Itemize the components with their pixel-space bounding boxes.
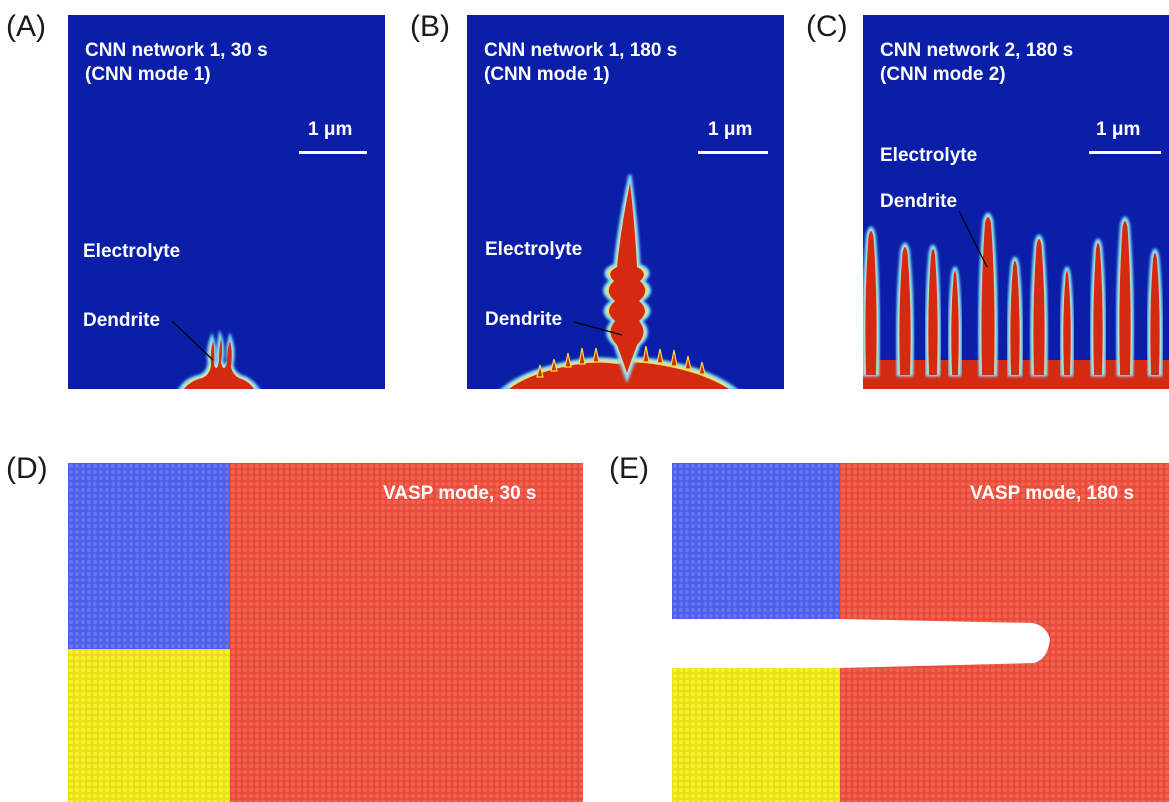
panel-letter-d: (D) <box>6 452 48 485</box>
dendrite-shape-a <box>178 329 260 389</box>
red-region-d <box>230 463 583 802</box>
panel-b-dendrite-label: Dendrite <box>485 309 563 330</box>
panel-c-electrolyte-label: Electrolyte <box>880 145 978 166</box>
panel-b-dendrite-graphic <box>500 174 738 389</box>
panel-c-title-line1: CNN network 2, 180 s <box>880 40 1074 61</box>
panel-c-scale-label: 1 μm <box>1096 119 1141 140</box>
dendrite-column-c-10 <box>1150 253 1160 375</box>
panel-a-title-line1: CNN network 1, 30 s <box>85 40 268 61</box>
panel-a-scale-bar <box>299 151 367 154</box>
panel-a-dendrite-graphic <box>171 320 260 389</box>
panel-d-atom-graphic <box>68 463 583 802</box>
panel-b-scale-bar <box>698 151 768 154</box>
panel-b-electrolyte-label: Electrolyte <box>485 239 583 260</box>
panel-c-title-line2: (CNN mode 2) <box>880 64 1006 85</box>
panel-a-scale-label: 1 μm <box>308 119 353 140</box>
panel-a-dendrite-label: Dendrite <box>83 310 161 331</box>
dendrite-column-c-1 <box>899 247 911 375</box>
dendrite-column-c-4 <box>981 217 995 375</box>
panel-letter-b: (B) <box>410 10 450 43</box>
dendrite-column-c-2 <box>928 249 938 375</box>
panel-d-label: VASP mode, 30 s <box>383 483 537 504</box>
panel-b-title-line1: CNN network 1, 180 s <box>484 40 678 61</box>
dendrite-column-c-7 <box>1063 271 1071 375</box>
panel-c-scale-bar <box>1089 151 1161 154</box>
dendrite-column-c-5 <box>1010 261 1020 375</box>
dendrite-columns-c <box>863 212 1169 389</box>
dendrite-base-b <box>500 345 738 389</box>
panel-letter-a: (A) <box>6 10 46 43</box>
panel-letter-e: (E) <box>609 452 649 485</box>
blue-region-d <box>68 463 230 649</box>
dendrite-column-c-3 <box>951 271 959 375</box>
panel-e-label: VASP mode, 180 s <box>970 483 1135 504</box>
dendrite-column-c-0 <box>865 231 877 375</box>
panel-e-atomistic: VASP mode, 180 s <box>672 463 1169 802</box>
panel-d-atomistic: VASP mode, 30 s <box>68 463 583 802</box>
dendrite-column-c-9 <box>1119 221 1131 375</box>
panel-c-simulation: CNN network 2, 180 s (CNN mode 2) 1 μm E… <box>863 15 1169 389</box>
panel-b-title-line2: (CNN mode 1) <box>484 64 610 85</box>
dendrite-column-c-8 <box>1093 243 1103 375</box>
panel-b-simulation: CNN network 1, 180 s (CNN mode 1) 1 μm E… <box>467 15 784 389</box>
panel-letter-c: (C) <box>806 10 848 43</box>
panel-a-title-line2: (CNN mode 1) <box>85 64 211 85</box>
crack-e <box>672 619 1050 668</box>
dendrite-trunk-b <box>603 174 651 384</box>
panel-a-simulation: CNN network 1, 30 s (CNN mode 1) 1 μm El… <box>68 15 385 389</box>
panel-c-dendrite-label: Dendrite <box>880 191 958 212</box>
panel-b-scale-label: 1 μm <box>708 119 753 140</box>
panel-e-atom-graphic <box>672 463 1169 802</box>
dendrite-column-c-6 <box>1033 239 1045 375</box>
panel-c-dendrite-graphic <box>863 210 1169 389</box>
yellow-region-d <box>68 649 230 802</box>
blue-region-e <box>672 463 840 619</box>
panel-a-electrolyte-label: Electrolyte <box>83 241 181 262</box>
yellow-region-e <box>672 668 840 802</box>
